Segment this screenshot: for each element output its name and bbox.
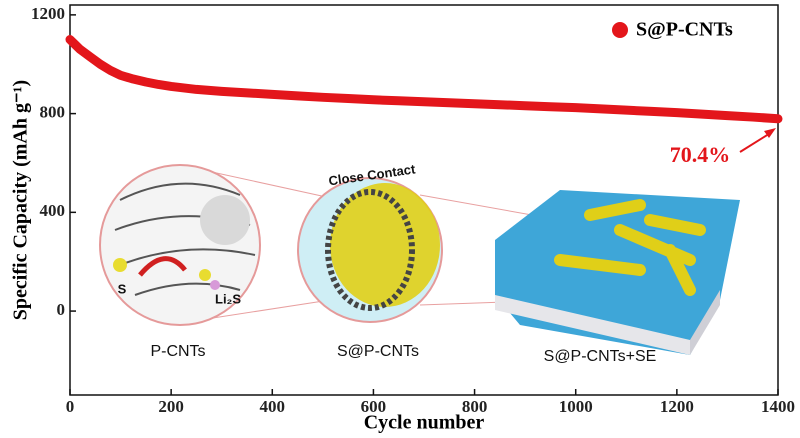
- x-tick-label: 1000: [559, 397, 593, 416]
- inset-illustrations: [99, 164, 740, 355]
- inset-label: S@P-CNTs+SE: [544, 348, 657, 365]
- x-tick-label: 1400: [761, 397, 795, 416]
- y-tick-label: 0: [57, 300, 66, 319]
- data-line: [65, 35, 783, 124]
- annotation-arrowhead: [764, 128, 776, 138]
- inset-label: S@P-CNTs: [337, 343, 419, 360]
- annotation: 70.4%: [670, 142, 731, 167]
- y-tick-label: 400: [40, 201, 66, 220]
- x-tick-label: 400: [260, 397, 286, 416]
- x-tick-label: 600: [361, 397, 387, 416]
- legend-marker: [612, 22, 628, 38]
- y-tick-label: 800: [40, 103, 66, 122]
- x-axis-label: Cycle number: [364, 412, 485, 434]
- y-tick-label: 1200: [31, 4, 65, 23]
- inset-label: P-CNTs: [150, 343, 205, 360]
- x-tick-label: 200: [158, 397, 184, 416]
- x-tick-label: 0: [66, 397, 75, 416]
- legend-label: S@P-CNTs: [636, 19, 733, 41]
- inset-label: Li₂S: [215, 291, 241, 306]
- inset-label: S: [118, 281, 127, 296]
- y-axis-label: Specific Capacity (mAh g⁻¹): [10, 80, 32, 320]
- x-tick-label: 800: [462, 397, 488, 416]
- plot-frame: [69, 4, 779, 396]
- x-tick-label: 1200: [660, 397, 694, 416]
- annotation-arrow: [739, 131, 773, 153]
